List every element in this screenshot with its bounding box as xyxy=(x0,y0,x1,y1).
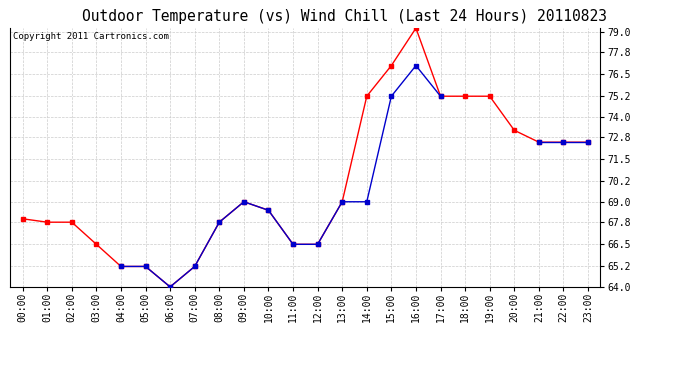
Text: Outdoor Temperature (vs) Wind Chill (Last 24 Hours) 20110823: Outdoor Temperature (vs) Wind Chill (Las… xyxy=(83,9,607,24)
Text: Copyright 2011 Cartronics.com: Copyright 2011 Cartronics.com xyxy=(13,32,169,41)
